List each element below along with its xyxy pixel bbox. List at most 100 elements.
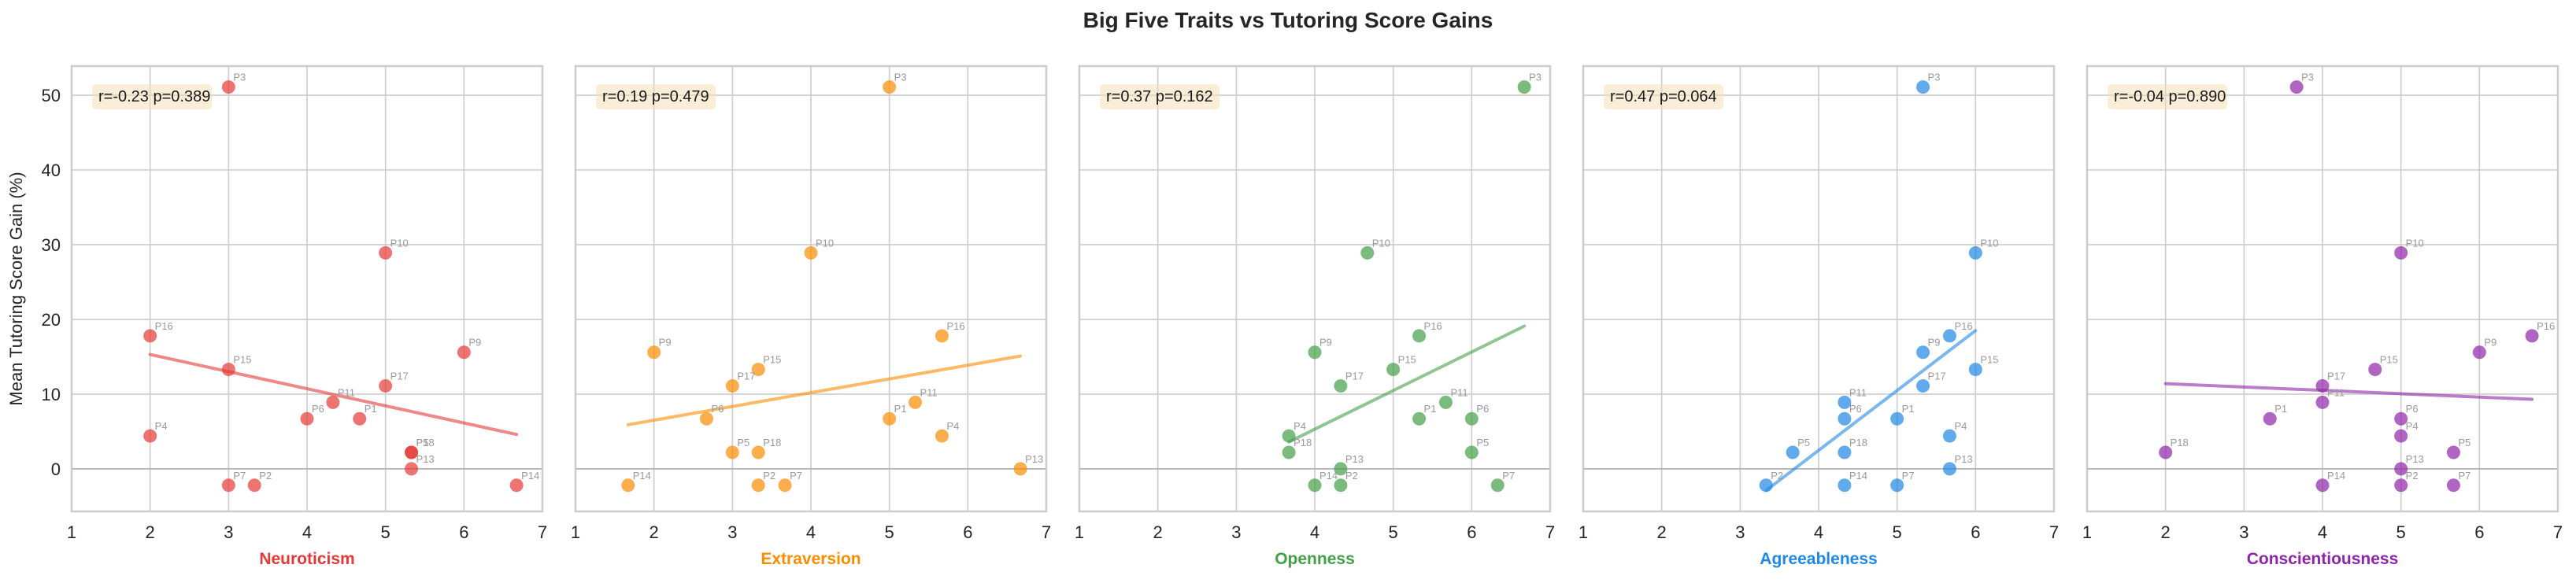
data-point [2315, 378, 2330, 393]
scatter-panel-openness: 1 2 3 4 5 6 7 Openness P1 P2 P3 P4 P5 P6 P7 P9 P10 P11 P13… [1075, 65, 1555, 568]
correlation-annotation-box [92, 84, 212, 109]
point-label: P18 [2171, 437, 2189, 448]
x-tick-label: 1 [571, 522, 580, 542]
figure-title: Big Five Traits vs Tutoring Score Gains [1083, 8, 1493, 32]
regression-line [626, 354, 1023, 426]
point-label: P14 [1319, 470, 1338, 482]
data-point [2368, 363, 2382, 377]
y-tick-label: 20 [42, 310, 61, 330]
scatter-panel-extraversion: 1 2 3 4 5 6 7 Extraversion P1 P2 P3 P4 P5 P6 P7 P9 P10 P1… [571, 65, 1051, 568]
data-point [405, 445, 419, 459]
data-point [221, 478, 235, 493]
data-point [1890, 478, 1904, 493]
scatter-panel-neuroticism: 1 2 3 4 5 6 701020304050NeuroticismP1P2P3P4P5P… [42, 65, 547, 568]
point-label: P11 [920, 386, 938, 398]
point-label: P16 [1954, 320, 1972, 332]
data-point [883, 80, 897, 94]
point-label: P2 [1771, 470, 1783, 482]
data-point [457, 345, 471, 360]
point-label: P3 [233, 72, 246, 83]
data-point [647, 345, 661, 360]
x-tick-label: 2 [650, 522, 659, 542]
data-point [2472, 345, 2486, 360]
point-label: P16 [1424, 320, 1442, 332]
x-tick-label: 1 [1579, 522, 1588, 542]
point-label: P17 [737, 370, 755, 382]
point-label: P15 [1398, 354, 1416, 366]
data-point [1786, 445, 1800, 459]
data-point [2394, 462, 2408, 476]
point-label: P9 [1319, 337, 1332, 349]
data-point [247, 478, 261, 493]
y-tick-label: 10 [42, 385, 61, 404]
x-tick-label: 4 [1310, 522, 1319, 542]
point-label: P17 [2327, 370, 2345, 382]
y-axis-label: Mean Tutoring Score Gain (%) [6, 172, 26, 406]
x-tick-label: 1 [1075, 522, 1084, 542]
data-point [2263, 411, 2277, 426]
point-label: P16 [946, 320, 964, 332]
point-label: P1 [1902, 403, 1915, 415]
point-label: P11 [338, 386, 355, 398]
point-label: P2 [259, 470, 272, 482]
data-point [621, 478, 635, 493]
data-point [1013, 462, 1027, 476]
point-label: P14 [521, 470, 539, 482]
point-label: P18 [416, 437, 435, 448]
correlation-annotation-box [1100, 84, 1220, 109]
x-tick-label: 3 [1231, 522, 1241, 542]
point-label: P9 [2484, 337, 2496, 349]
data-point [2525, 329, 2539, 343]
x-tick-label: 7 [2553, 522, 2563, 542]
data-point [1412, 329, 1427, 343]
data-point [2315, 395, 2330, 409]
data-point [1759, 478, 1773, 493]
point-label: P5 [1797, 437, 1810, 448]
data-point [1438, 395, 1453, 409]
x-tick-label: 3 [727, 522, 737, 542]
data-point [1490, 478, 1505, 493]
x-tick-label: 4 [806, 522, 816, 542]
data-point [751, 445, 765, 459]
y-tick-label: 40 [42, 161, 61, 180]
point-label: P1 [365, 403, 377, 415]
data-point [1968, 245, 1982, 260]
regression-line [1764, 329, 1978, 493]
point-label: P11 [2327, 386, 2345, 398]
data-point [1517, 80, 1531, 94]
data-point [2394, 478, 2408, 493]
data-point [379, 245, 393, 260]
y-tick-label: 50 [42, 86, 61, 105]
data-point [379, 378, 393, 393]
data-point [1412, 411, 1427, 426]
point-label: P6 [1849, 403, 1862, 415]
data-point [2394, 411, 2408, 426]
data-point [221, 363, 235, 377]
data-point [1334, 462, 1348, 476]
x-tick-label: 5 [2396, 522, 2406, 542]
x-tick-label: 7 [1042, 522, 1051, 542]
data-point [1308, 345, 1322, 360]
correlation-annotation: r=0.37 p=0.162 [1106, 88, 1213, 105]
correlation-annotation-box [2108, 84, 2227, 109]
point-label: P5 [2458, 437, 2471, 448]
x-axis-label: Openness [1275, 550, 1355, 568]
data-point [1838, 395, 1852, 409]
point-label: P1 [1424, 403, 1437, 415]
data-point [725, 378, 739, 393]
data-point [1838, 478, 1852, 493]
data-point [1916, 378, 1930, 393]
y-tick-label: 0 [51, 459, 61, 479]
point-label: P3 [1529, 72, 1542, 83]
correlation-annotation: r=-0.23 p=0.389 [98, 88, 210, 105]
x-tick-label: 2 [146, 522, 155, 542]
point-label: P3 [1928, 72, 1941, 83]
point-label: P6 [1476, 403, 1489, 415]
point-label: P14 [2327, 470, 2345, 482]
point-label: P5 [1476, 437, 1489, 448]
regression-line [148, 352, 519, 437]
data-point [405, 462, 419, 476]
x-tick-label: 2 [1153, 522, 1163, 542]
point-label: P14 [633, 470, 651, 482]
point-label: P15 [2380, 354, 2398, 366]
